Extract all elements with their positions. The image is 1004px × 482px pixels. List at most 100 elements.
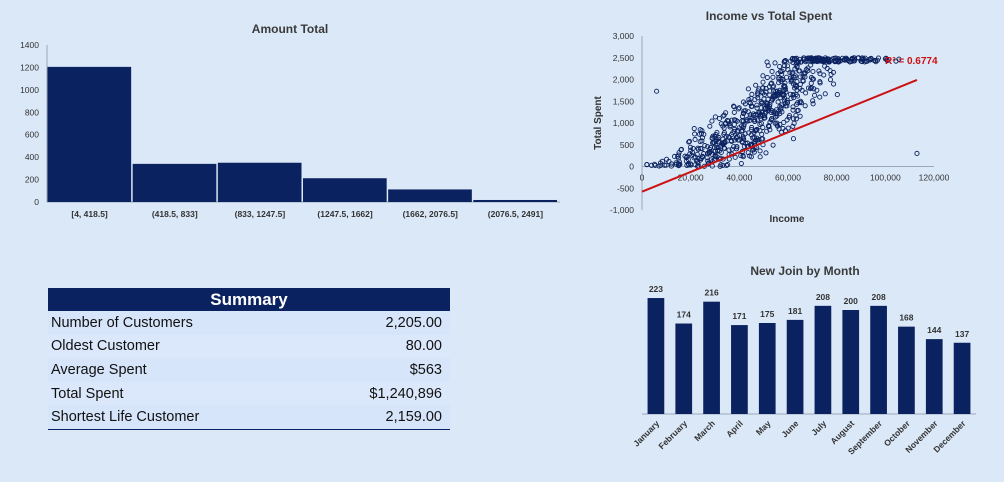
scatter-point	[776, 80, 782, 86]
income-vs-spent-chart: Income vs Total Spent -1,000 -500 0 500 1,00…	[570, 0, 1004, 240]
scatter-point	[814, 87, 820, 93]
scatter-point	[768, 98, 775, 104]
data-label: 208	[816, 292, 830, 302]
month-bar	[703, 301, 720, 414]
scatter-point	[810, 76, 816, 82]
scatter-point	[739, 113, 746, 119]
scatter-point	[753, 82, 759, 88]
scatter-point	[841, 56, 847, 62]
scatter-point	[808, 85, 814, 92]
scatter-point	[764, 128, 770, 134]
scatter-point	[769, 68, 775, 75]
scatter-point	[734, 129, 740, 135]
data-label: 168	[899, 313, 913, 323]
scatter-point	[762, 111, 768, 117]
scatter-point	[644, 161, 650, 168]
scatter-point	[884, 57, 890, 63]
summary-row-label: Oldest Customer	[51, 338, 160, 355]
data-label: 174	[677, 310, 691, 320]
amount-total-chart: Amount Total 0 200 400 600 800 1000 1200 1400 [4…	[0, 0, 560, 240]
scatter-point	[763, 150, 769, 156]
scatter-point	[675, 154, 681, 160]
scatter-point	[752, 128, 758, 134]
y-tick-label: 2,500	[613, 53, 635, 63]
scatter-point	[748, 100, 754, 107]
r-squared-annotation: R² = 0.6774	[885, 56, 938, 67]
scatter-point	[801, 71, 807, 77]
data-label: 216	[704, 288, 718, 298]
scatter-point	[808, 80, 814, 86]
scatter-point	[691, 126, 697, 132]
scatter-point	[792, 66, 798, 72]
scatter-point	[756, 109, 762, 116]
summary-row-value: 2,159.00	[385, 409, 442, 426]
scatter-point	[779, 71, 785, 77]
histogram-bar	[473, 199, 557, 202]
scatter-point	[697, 131, 703, 137]
scatter-point	[790, 104, 796, 110]
scatter-point	[712, 152, 718, 158]
x-tick-label: (1662, 2076.5]	[403, 209, 458, 219]
scatter-point	[756, 86, 762, 92]
x-tick-label: (1247.5, 1662]	[317, 209, 372, 219]
scatter-point	[788, 75, 794, 81]
scatter-point	[689, 150, 696, 156]
scatter-point	[677, 161, 683, 167]
summary-row: Oldest Customer 80.00	[48, 334, 450, 359]
scatter-point	[748, 104, 754, 110]
month-bar	[870, 305, 887, 414]
scatter-point	[695, 145, 701, 151]
scatter-point	[760, 79, 766, 85]
data-label: 223	[649, 284, 663, 294]
scatter-point	[797, 74, 803, 80]
scatter-point	[764, 100, 770, 106]
y-tick-label: 600	[25, 130, 39, 140]
scatter-point	[682, 153, 688, 159]
scatter-point	[751, 134, 757, 141]
scatter-point	[797, 113, 803, 119]
scatter-point	[810, 68, 816, 75]
new-join-title: New Join by Month	[750, 264, 859, 278]
scatter-point	[652, 161, 658, 167]
scatter-point	[712, 114, 718, 120]
scatter-point	[747, 117, 753, 124]
scatter-point	[802, 74, 808, 80]
x-tick-label: (418.5, 833]	[152, 209, 198, 219]
scatter-point	[808, 74, 814, 81]
scatter-point	[691, 155, 697, 161]
scatter-point	[719, 140, 725, 146]
month-bar	[842, 310, 860, 414]
month-bar	[731, 325, 748, 414]
amount-total-title: Amount Total	[252, 22, 328, 36]
summary-row: Number of Customers 2,205.00	[48, 311, 450, 335]
scatter-point	[847, 59, 853, 65]
x-tick-label: 20,000	[678, 173, 704, 183]
x-tick-label: February	[656, 418, 689, 451]
scatter-point	[739, 139, 745, 145]
data-label: 144	[927, 325, 941, 335]
histogram-bar	[47, 66, 132, 202]
scatter-point	[864, 58, 870, 64]
scatter-point	[722, 140, 728, 146]
scatter-point	[662, 162, 668, 168]
scatter-point	[777, 121, 783, 127]
scatter-point	[686, 139, 692, 145]
scatter-point	[874, 57, 880, 63]
scatter-point	[672, 153, 678, 160]
scatter-point	[743, 117, 750, 123]
scatter-point	[731, 109, 737, 115]
scatter-point	[827, 77, 834, 83]
scatter-point	[834, 57, 841, 63]
scatter-point	[760, 73, 766, 79]
scatter-point	[713, 131, 719, 138]
scatter-point	[737, 132, 743, 139]
y-tick-label: 1000	[20, 85, 39, 95]
summary-row-value: $1,240,896	[369, 385, 442, 402]
scatter-point	[757, 128, 763, 134]
x-tick-label: [4, 418.5]	[71, 209, 108, 219]
scatter-point	[790, 136, 796, 142]
x-tick-label: (2076.5, 2491]	[488, 209, 543, 219]
month-bar	[786, 319, 804, 414]
scatter-point	[668, 161, 675, 167]
month-bar	[898, 326, 915, 414]
